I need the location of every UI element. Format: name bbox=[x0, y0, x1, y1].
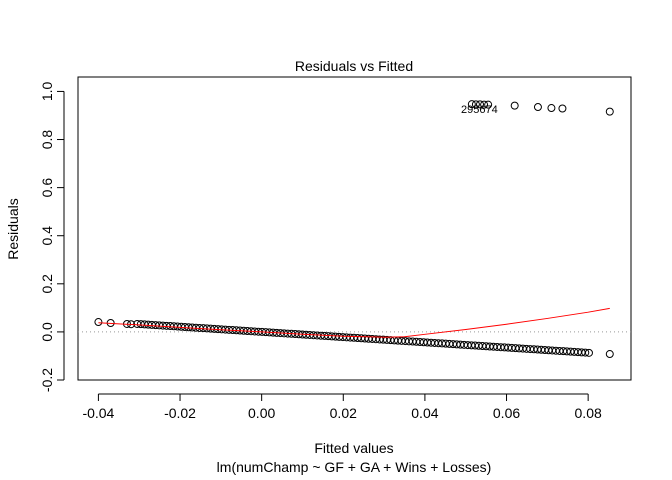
x-tick-label: 0.02 bbox=[330, 405, 357, 421]
outlier-point bbox=[510, 101, 519, 110]
x-tick-label: 0.04 bbox=[411, 405, 438, 421]
x-tick-label: 0.08 bbox=[575, 405, 602, 421]
residual-points-layer bbox=[94, 318, 614, 359]
data-point bbox=[605, 350, 614, 359]
y-tick-label: 0.2 bbox=[39, 274, 55, 294]
data-point bbox=[94, 318, 103, 327]
y-axis: -0.2 0.0 0.2 0.4 0.6 0.8 1.0 bbox=[39, 81, 65, 392]
y-tick-label: 0.4 bbox=[39, 226, 55, 246]
x-tick-label: 0.06 bbox=[493, 405, 520, 421]
x-tick-label: 0.00 bbox=[248, 405, 275, 421]
outlier-point bbox=[605, 107, 614, 116]
y-tick-label: 0.0 bbox=[39, 322, 55, 342]
outlier-point bbox=[471, 100, 480, 109]
outlier-point bbox=[467, 100, 476, 109]
x-axis: -0.04 -0.02 0.00 0.02 0.04 0.06 0.08 bbox=[82, 393, 602, 421]
outlier-point bbox=[533, 103, 542, 112]
x-tick-label: -0.02 bbox=[164, 405, 196, 421]
outlier-point-labels: 295674 bbox=[461, 104, 498, 116]
x-axis-subtitle: lm(numChamp ~ GF + GA + Wins + Losses) bbox=[217, 459, 492, 475]
y-tick-label: 0.8 bbox=[39, 130, 55, 150]
x-tick-label: -0.04 bbox=[82, 405, 114, 421]
outlier-point bbox=[558, 104, 567, 113]
data-point bbox=[584, 348, 593, 357]
y-tick-label: -0.2 bbox=[39, 368, 55, 392]
outlier-points-layer bbox=[467, 100, 614, 116]
outlier-point bbox=[475, 100, 484, 109]
plot-box bbox=[77, 76, 632, 381]
y-tick-label: 0.6 bbox=[39, 178, 55, 198]
y-axis-label: Residuals bbox=[5, 198, 21, 259]
outlier-point bbox=[484, 100, 493, 109]
data-point bbox=[581, 348, 590, 357]
lowess-smoother-line bbox=[98, 307, 610, 338]
x-axis-label: Fitted values bbox=[314, 440, 393, 456]
y-tick-label: 1.0 bbox=[39, 81, 55, 101]
chart-title: Residuals vs Fitted bbox=[295, 58, 413, 74]
outlier-point bbox=[547, 104, 556, 113]
outlier-point bbox=[480, 100, 489, 109]
